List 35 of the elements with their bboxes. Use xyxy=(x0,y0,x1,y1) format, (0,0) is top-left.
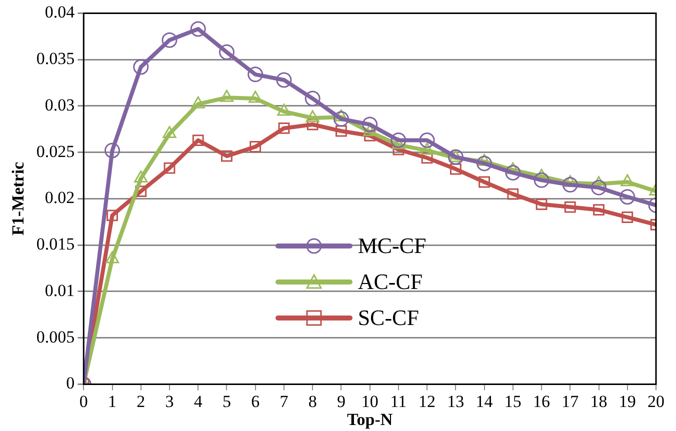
x-tick-label: 5 xyxy=(222,392,231,411)
y-axis-title: F1-Metric xyxy=(8,161,28,236)
x-tick-label: 11 xyxy=(390,392,407,411)
x-tick-label: 17 xyxy=(562,392,580,411)
x-tick-label: 16 xyxy=(533,392,550,411)
x-tick-label: 18 xyxy=(590,392,608,411)
y-tick-label: 0.02 xyxy=(44,188,75,208)
x-tick-label: 10 xyxy=(361,392,378,411)
x-axis-title: Top-N xyxy=(346,410,394,430)
legend-label: AC-CF xyxy=(358,269,423,296)
y-tick-label: 0.035 xyxy=(36,49,75,68)
y-tick-label: 0.005 xyxy=(36,327,75,346)
y-tick-label: 0.04 xyxy=(44,2,76,22)
x-tick-label: 1 xyxy=(108,392,117,411)
y-tick-label: 0.025 xyxy=(36,142,75,161)
x-tick-label: 0 xyxy=(79,392,88,411)
x-tick-label: 14 xyxy=(476,392,494,411)
legend-label: MC-CF xyxy=(358,233,426,260)
x-tick-label: 15 xyxy=(504,392,522,411)
x-tick-label: 3 xyxy=(165,392,174,411)
y-tick-label: 0.015 xyxy=(36,234,75,254)
x-tick-label: 9 xyxy=(336,392,346,411)
x-tick-label: 2 xyxy=(136,392,146,411)
y-tick-label: 0.01 xyxy=(44,280,75,300)
y-tick-label: 0.03 xyxy=(44,95,75,114)
x-tick-label: 8 xyxy=(308,392,317,411)
x-tick-label: 7 xyxy=(280,392,289,411)
x-tick-label: 12 xyxy=(418,392,436,411)
y-tick-label: 0 xyxy=(66,374,75,393)
x-tick-label: 19 xyxy=(618,392,636,411)
x-tick-label: 6 xyxy=(251,392,260,411)
legend-label: SC-CF xyxy=(358,305,419,332)
x-tick-label: 4 xyxy=(194,392,203,411)
x-tick-label: 13 xyxy=(447,392,464,411)
x-tick-label: 20 xyxy=(648,392,664,411)
